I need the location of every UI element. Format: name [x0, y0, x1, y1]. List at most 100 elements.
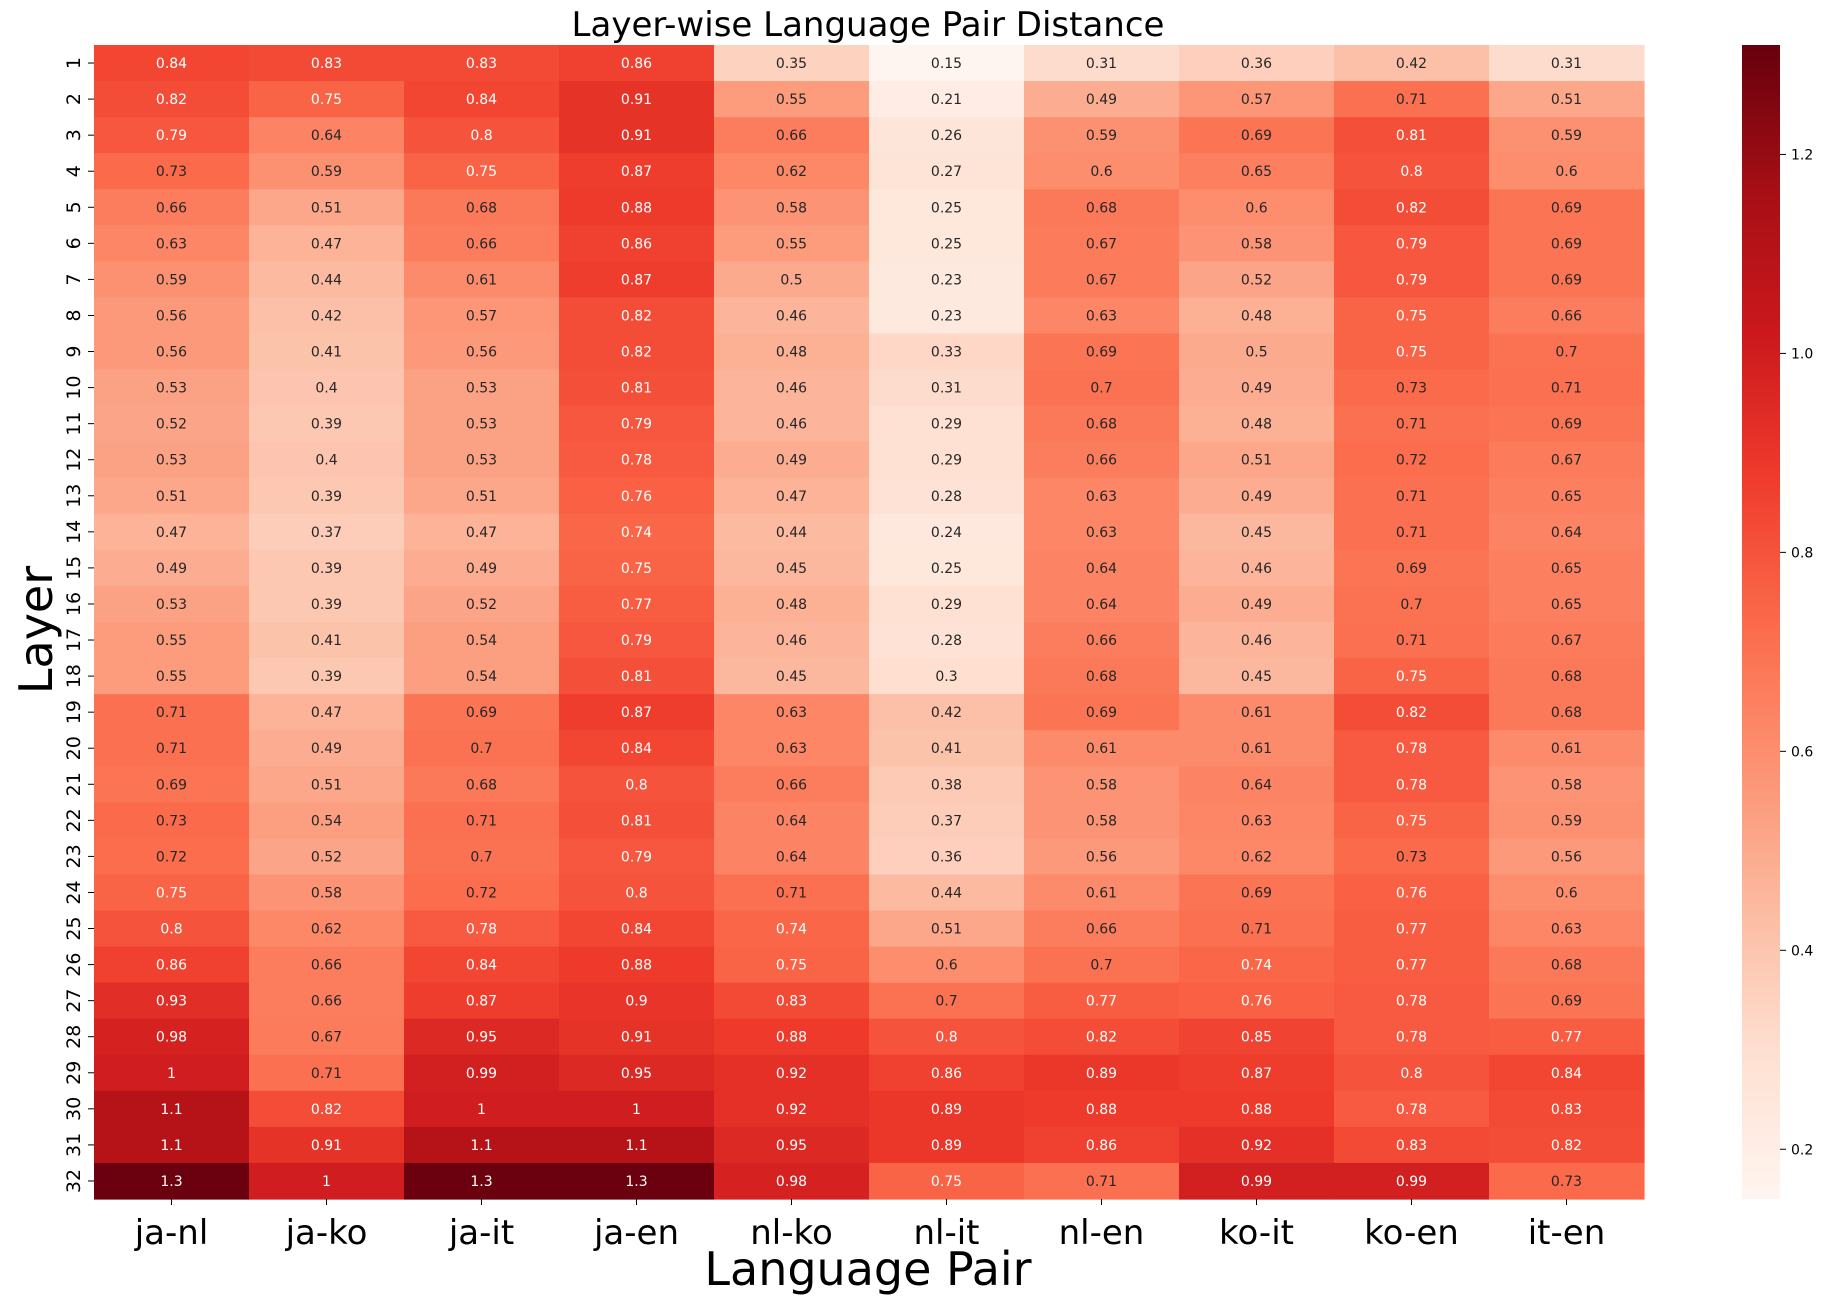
heatmap-cell [869, 477, 1025, 515]
y-tick-label: 12 [63, 448, 85, 472]
cell-value-label: 0.72 [466, 885, 497, 901]
cell-value-label: 0.79 [621, 417, 652, 433]
cell-value-label: 0.4 [315, 453, 337, 469]
cell-value-label: 0.84 [621, 741, 652, 757]
heatmap-cell [1489, 333, 1645, 371]
cell-value-label: 0.63 [1241, 813, 1272, 829]
heatmap-cell [94, 513, 250, 551]
heatmap-cell [714, 910, 870, 948]
cell-value-label: 0.79 [621, 849, 652, 865]
colorbar-tick-label: 1.2 [1791, 147, 1813, 163]
cell-value-label: 0.68 [1551, 669, 1582, 685]
cell-value-label: 0.68 [466, 777, 497, 793]
heatmap-cell [559, 982, 715, 1020]
heatmap-cell [404, 81, 560, 118]
cell-value-label: 0.62 [1241, 849, 1272, 865]
heatmap-cell [1179, 658, 1335, 695]
heatmap-cell [1024, 405, 1180, 443]
cell-value-label: 0.41 [931, 741, 962, 757]
cell-value-label: 0.91 [621, 128, 652, 144]
cell-value-label: 0.69 [1551, 236, 1582, 252]
cell-value-label: 0.41 [311, 345, 342, 361]
heatmap-cell [1024, 1126, 1180, 1164]
cell-value-label: 0.51 [466, 489, 497, 505]
cell-value-label: 0.65 [1551, 597, 1582, 613]
cell-value-label: 0.25 [931, 236, 962, 252]
heatmap-cell [1179, 802, 1335, 839]
heatmap-cell [1024, 1018, 1180, 1056]
heatmap-cell [714, 405, 870, 443]
heatmap-cell [1334, 297, 1490, 335]
heatmap-cell [714, 982, 870, 1020]
cell-value-label: 0.29 [931, 417, 962, 433]
cell-value-label: 0.88 [776, 1030, 807, 1046]
heatmap-cell [1179, 874, 1335, 912]
heatmap-cell [249, 622, 405, 659]
cell-value-label: 0.53 [156, 597, 187, 613]
heatmap-cell [714, 1018, 870, 1056]
heatmap-cell [94, 1162, 250, 1200]
heatmap-cell [869, 910, 1025, 948]
heatmap-cell [559, 369, 715, 407]
cell-value-label: 0.63 [1551, 922, 1582, 938]
heatmap-cell [1334, 261, 1490, 299]
cell-value-label: 0.82 [1396, 705, 1427, 721]
heatmap-cell [1334, 1162, 1490, 1200]
heatmap-cell [1334, 946, 1490, 984]
cell-value-label: 0.69 [156, 777, 187, 793]
cell-value-label: 0.91 [311, 1138, 342, 1154]
heatmap-cell [249, 333, 405, 371]
heatmap-cell [714, 297, 870, 335]
heatmap-cell [714, 874, 870, 912]
cell-value-label: 0.51 [1551, 92, 1582, 108]
colorbar-ticks: 0.2 0.4 0.6 0.8 1.0 1.2 [1780, 147, 1813, 1158]
cell-value-label: 0.66 [1086, 633, 1117, 649]
cell-value-label: 0.69 [1551, 417, 1582, 433]
heatmap-cell [559, 513, 715, 551]
heatmap-cell [714, 45, 870, 82]
heatmap-cell [1024, 225, 1180, 262]
cell-value-label: 0.8 [1400, 164, 1422, 180]
cell-value-label: 0.82 [311, 1102, 342, 1118]
cell-value-label: 0.52 [466, 597, 497, 613]
heatmap-cell [1489, 405, 1645, 443]
cell-value-label: 0.49 [776, 453, 807, 469]
cell-value-label: 0.51 [1241, 453, 1272, 469]
heatmap-cell [1489, 694, 1645, 731]
y-tick-label: 29 [63, 1061, 85, 1085]
heatmap-cell [404, 261, 560, 299]
heatmap-cell [869, 117, 1025, 154]
heatmap-cell [869, 45, 1025, 82]
heatmap-cell [94, 1054, 250, 1092]
heatmap-cell [94, 405, 250, 443]
heatmap-cell [1489, 297, 1645, 335]
cell-value-label: 0.61 [1086, 885, 1117, 901]
heatmap-cell [1489, 1090, 1645, 1128]
cell-value-label: 0.55 [156, 669, 187, 685]
cell-value-label: 0.71 [1396, 92, 1427, 108]
cell-value-label: 0.69 [1551, 200, 1582, 216]
heatmap-cell [249, 405, 405, 443]
cell-value-label: 0.7 [470, 741, 492, 757]
cell-value-label: 0.92 [776, 1102, 807, 1118]
y-tick-label: 25 [63, 916, 85, 940]
heatmap-cell [1179, 261, 1335, 299]
heatmap-cell [714, 766, 870, 803]
heatmap-cell [94, 477, 250, 515]
cell-value-label: 0.71 [776, 885, 807, 901]
cell-value-label: 1 [632, 1102, 641, 1118]
heatmap-cell [1334, 441, 1490, 479]
cell-value-label: 0.39 [311, 417, 342, 433]
heatmap-cell [249, 477, 405, 515]
x-tick-label: ko-it [1219, 1213, 1294, 1253]
cell-value-label: 0.7 [470, 849, 492, 865]
heatmap-cell [1179, 982, 1335, 1020]
heatmap-cell [1179, 946, 1335, 984]
heatmap-cell [714, 153, 870, 190]
cell-value-label: 0.63 [1086, 489, 1117, 505]
cell-value-label: 0.87 [621, 705, 652, 721]
cell-value-label: 0.69 [1551, 994, 1582, 1010]
y-tick-label: 3 [63, 129, 85, 141]
colorbar [1742, 45, 1780, 1199]
